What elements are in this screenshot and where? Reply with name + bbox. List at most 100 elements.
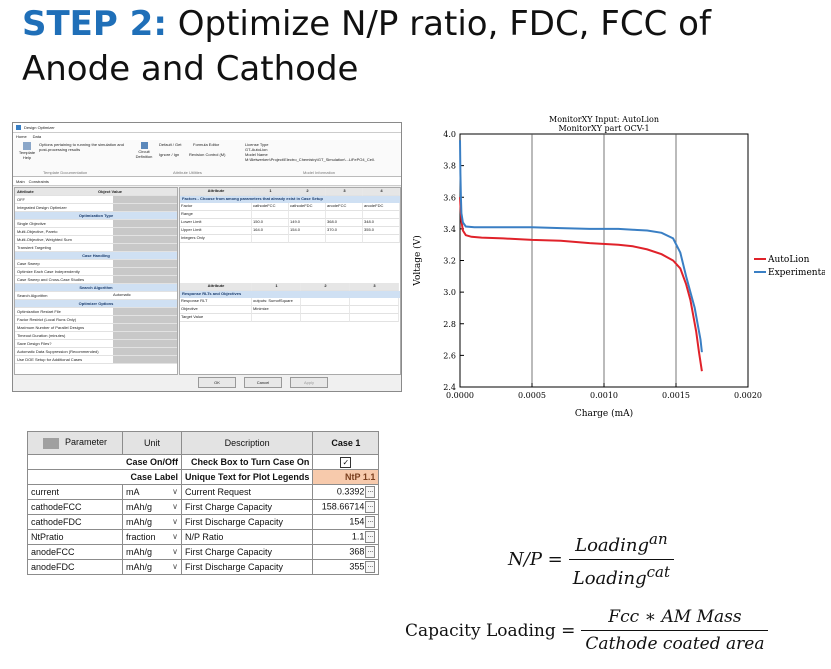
tab-constraints[interactable]: Constraints (28, 178, 49, 184)
settings-row-value[interactable] (113, 324, 177, 331)
grid-cell[interactable] (252, 211, 289, 219)
settings-row-value[interactable] (113, 356, 177, 363)
chevron-down-icon[interactable]: ∨ (172, 502, 178, 511)
settings-row[interactable]: Case Sweep (15, 260, 177, 268)
param-value-input[interactable]: 158.66714... (312, 499, 380, 515)
ellipsis-button[interactable]: ... (365, 486, 376, 498)
settings-row-value[interactable] (113, 196, 177, 203)
case-label-input[interactable]: NtP 1.1 (312, 469, 380, 485)
ignore-button[interactable]: Ignore / Ign (159, 152, 180, 157)
grid-cell[interactable] (350, 306, 399, 314)
unit-select[interactable]: mA ∨ (122, 484, 182, 500)
settings-row[interactable]: OFF (15, 196, 177, 204)
ellipsis-button[interactable]: ... (365, 531, 376, 543)
apply-button[interactable]: Apply (290, 377, 328, 388)
unit-select[interactable]: mAh/g ∨ (122, 544, 182, 560)
param-value-input[interactable]: 1.1... (312, 529, 380, 545)
grid-cell[interactable] (363, 211, 400, 219)
settings-row[interactable]: Transient Targeting (15, 244, 177, 252)
ellipsis-button[interactable]: ... (365, 516, 376, 528)
settings-row-value[interactable] (113, 276, 177, 283)
ok-button[interactable]: OK (198, 377, 236, 388)
settings-row[interactable]: Multi-Objective, Pareto (15, 228, 177, 236)
unit-select[interactable]: mAh/g ∨ (122, 514, 182, 530)
param-value-input[interactable]: 154... (312, 514, 380, 530)
grid-cell[interactable]: cathodeFDC (289, 203, 326, 211)
chevron-down-icon[interactable]: ∨ (172, 517, 178, 526)
grid-cell[interactable]: 149.0 (289, 219, 326, 227)
settings-row-value[interactable] (113, 204, 177, 211)
settings-row[interactable]: Timeout Duration (minutes) (15, 332, 177, 340)
grid-cell[interactable] (301, 306, 350, 314)
grid-cell[interactable] (363, 235, 400, 243)
settings-row-value[interactable] (113, 268, 177, 275)
grid-cell[interactable]: anodeFDC (363, 203, 400, 211)
chevron-down-icon[interactable]: ∨ (172, 547, 178, 556)
grid-cell[interactable]: 370.0 (326, 227, 363, 235)
settings-row-value[interactable] (113, 348, 177, 355)
settings-row-value[interactable] (113, 244, 177, 251)
settings-row-value[interactable] (113, 220, 177, 227)
settings-row-value[interactable]: Automatic (113, 292, 177, 299)
revision-control-button[interactable]: Revision Control (M) (189, 152, 226, 157)
settings-row[interactable]: Optimization Restart File (15, 308, 177, 316)
chevron-down-icon[interactable]: ∨ (172, 487, 178, 496)
unit-select[interactable]: mAh/g ∨ (122, 559, 182, 575)
settings-row-value[interactable] (113, 236, 177, 243)
case-on-checkbox[interactable]: ✓ (340, 456, 352, 468)
grid-cell[interactable] (252, 314, 301, 322)
settings-row[interactable]: Factor Restrict (Local Runs Only) (15, 316, 177, 324)
grid-cell[interactable] (289, 211, 326, 219)
settings-row[interactable]: Search Algorithm Automatic (15, 292, 177, 300)
settings-row[interactable]: Save Design Files? (15, 340, 177, 348)
settings-row-value[interactable] (113, 332, 177, 339)
grid-cell[interactable] (326, 235, 363, 243)
settings-row[interactable]: Use DOE Setup for Additional Cases (15, 356, 177, 364)
grid-cell[interactable]: 154.0 (289, 227, 326, 235)
default-get-button[interactable]: Default / Get (159, 142, 182, 147)
unit-select[interactable]: fraction ∨ (122, 529, 182, 545)
settings-row[interactable]: Multi-Objective, Weighted Sum (15, 236, 177, 244)
settings-row-value[interactable] (113, 316, 177, 323)
cancel-button[interactable]: Cancel (244, 377, 282, 388)
menu-data[interactable]: Data (32, 134, 42, 139)
param-value-input[interactable]: 368... (312, 544, 380, 560)
settings-row[interactable]: Integrated Design Optimizer (15, 204, 177, 212)
template-help-button[interactable]: Template Help (17, 142, 37, 160)
param-value-input[interactable]: 0.3392... (312, 484, 380, 500)
grid-cell[interactable] (289, 235, 326, 243)
settings-row[interactable]: Single Objective (15, 220, 177, 228)
param-value-input[interactable]: 355... (312, 559, 380, 575)
unit-select[interactable]: mAh/g ∨ (122, 499, 182, 515)
grid-cell[interactable] (326, 211, 363, 219)
ellipsis-button[interactable]: ... (365, 561, 376, 573)
settings-row[interactable]: Automatic Data Suppression (Recommended) (15, 348, 177, 356)
formula-editor-button[interactable]: Formula Editor (193, 142, 220, 147)
grid-cell[interactable]: anodeFCC (326, 203, 363, 211)
grid-cell[interactable] (350, 298, 399, 306)
grid-cell[interactable]: 164.0 (252, 227, 289, 235)
grid-cell[interactable]: 355.0 (363, 227, 400, 235)
grid-cell[interactable]: outputs: SumofSquare (252, 298, 301, 306)
settings-row[interactable]: Case Sweep and Cross-Case Studies (15, 276, 177, 284)
chevron-down-icon[interactable]: ∨ (172, 562, 178, 571)
settings-row-value[interactable] (113, 308, 177, 315)
circuit-definition-button[interactable]: Circuit Definition (133, 142, 155, 159)
grid-cell[interactable] (252, 235, 289, 243)
chevron-down-icon[interactable]: ∨ (172, 532, 178, 541)
grid-cell[interactable] (350, 314, 399, 322)
grid-cell[interactable] (301, 314, 350, 322)
grid-cell[interactable]: 368.0 (326, 219, 363, 227)
settings-row-value[interactable] (113, 228, 177, 235)
settings-row[interactable]: Optimize Each Case Independently (15, 268, 177, 276)
settings-row[interactable]: Maximum Number of Parallel Designs (15, 324, 177, 332)
settings-row-value[interactable] (113, 260, 177, 267)
grid-cell[interactable]: 348.0 (363, 219, 400, 227)
ellipsis-button[interactable]: ... (365, 501, 376, 513)
tab-main[interactable]: Main (16, 178, 25, 184)
grid-cell[interactable]: cathodeFCC (252, 203, 289, 211)
menu-home[interactable]: Home (16, 134, 27, 139)
grid-cell[interactable] (301, 298, 350, 306)
ellipsis-button[interactable]: ... (365, 546, 376, 558)
settings-row-value[interactable] (113, 340, 177, 347)
